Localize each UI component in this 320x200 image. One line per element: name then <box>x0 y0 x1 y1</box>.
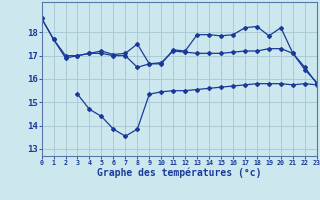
X-axis label: Graphe des températures (°c): Graphe des températures (°c) <box>97 168 261 178</box>
